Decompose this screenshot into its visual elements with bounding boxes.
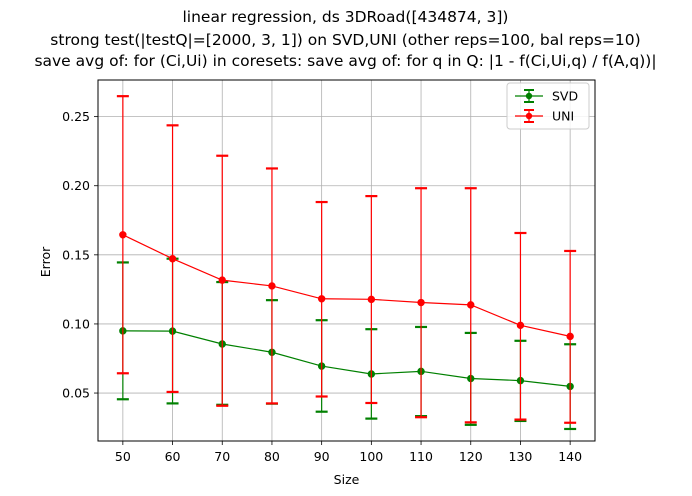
data-point [467,301,475,309]
legend-label: UNI [552,109,574,124]
x-tick-label: 50 [115,449,131,464]
y-axis: 0.05 0.10 0.15 0.20 0.25 [62,109,98,401]
data-point [367,295,376,304]
legend-item-svd: SVD [515,89,578,104]
legend: SVD UNI [506,82,590,130]
x-tick-label: 120 [459,449,483,464]
data-point [317,295,326,303]
x-axis: 50 60 70 80 90 100 110 120 130 140 [115,441,582,464]
chart-title: linear regression, ds 3DRoad([434874, 3]… [34,8,656,70]
y-tick-label: 0.25 [62,109,90,124]
chart-title-line-1: linear regression, ds 3DRoad([434874, 3]… [183,8,509,26]
series-line [122,234,571,337]
x-tick-label: 60 [165,449,181,464]
data-point [168,255,177,263]
y-tick-label: 0.15 [62,247,90,262]
series-line [122,330,571,388]
x-tick-label: 130 [509,449,533,464]
plot-frame [97,79,596,442]
legend-label: SVD [552,89,578,104]
plot-area [116,95,577,431]
data-point [119,231,127,239]
data-point [566,332,574,341]
data-point [417,298,425,307]
legend-marker [525,92,533,100]
chart-title-line-2: strong test(|testQ|=[2000, 3, 1]) on SVD… [50,31,640,49]
x-tick-label: 110 [409,449,433,464]
y-axis-label: Error [38,246,53,277]
series-svd [116,257,577,431]
y-tick-label: 0.10 [62,316,90,331]
series-uni [116,95,577,424]
y-tick-label: 0.20 [62,178,90,193]
x-tick-label: 100 [359,449,383,464]
x-tick-label: 140 [558,449,582,464]
x-tick-label: 80 [264,449,280,464]
legend-item-uni: UNI [515,109,574,124]
x-tick-label: 90 [314,449,330,464]
data-point [516,321,525,330]
data-point [218,276,226,284]
data-point [268,282,276,290]
x-axis-label: Size [334,472,360,487]
x-tick-label: 70 [214,449,230,464]
chart-title-line-3: save avg of: for (Ci,Ui) in coresets: sa… [34,52,656,70]
legend-marker [525,112,533,120]
y-tick-label: 0.05 [62,386,90,401]
